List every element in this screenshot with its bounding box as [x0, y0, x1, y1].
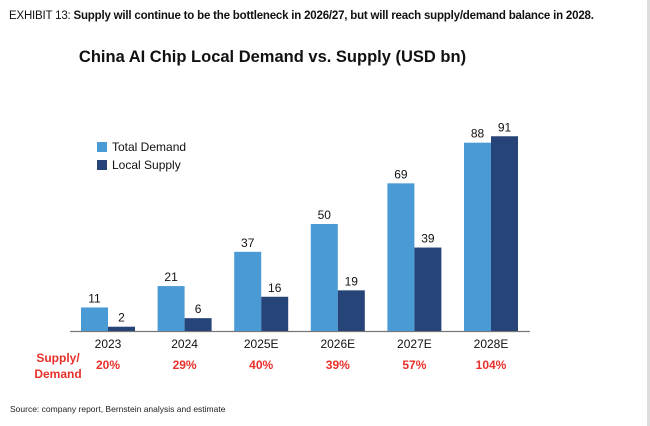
legend-label: Local Supply: [112, 158, 181, 172]
supply-bar-2026E: [337, 290, 365, 331]
data-label: 11: [88, 291, 101, 305]
legend-swatch: [97, 160, 107, 170]
exhibit-number: EXHIBIT 13:: [9, 10, 71, 22]
supply-demand-ratio: 40%: [249, 358, 273, 372]
chart-title: China AI Chip Local Demand vs. Supply (U…: [78, 48, 467, 66]
supply-demand-ratio: 20%: [96, 358, 120, 372]
x-tick-label: 2025E: [244, 337, 279, 351]
ratio-row-label-line2: Demand: [34, 367, 81, 381]
legend-swatch: [97, 142, 107, 152]
data-label: 91: [498, 120, 512, 134]
data-label: 88: [471, 127, 485, 141]
data-label: 50: [318, 208, 332, 222]
ratio-row-label-line1: Supply/: [36, 351, 80, 365]
data-label: 37: [241, 236, 255, 250]
x-tick-label: 2024: [171, 337, 198, 351]
demand-bar-2025E: [234, 251, 262, 331]
exhibit-headline: Supply will continue to be the bottlenec…: [73, 10, 594, 22]
demand-bar-2028E: [464, 142, 491, 331]
supply-bar-2024: [184, 318, 212, 331]
supply-demand-ratio: 104%: [476, 358, 507, 372]
supply-demand-ratio: 29%: [173, 358, 197, 372]
data-label: 16: [268, 281, 282, 295]
supply-bar-2025E: [261, 296, 289, 331]
exhibit-heading: EXHIBIT 13: Supply will continue to be t…: [9, 10, 594, 22]
supply-bar-2023: [108, 326, 135, 331]
x-tick-label: 2028E: [474, 337, 509, 351]
data-label: 6: [195, 302, 202, 316]
demand-bar-2024: [157, 286, 185, 331]
demand-bar-2026E: [310, 224, 338, 331]
x-tick-label: 2027E: [397, 337, 432, 351]
demand-bar-2023: [81, 307, 108, 331]
data-label: 69: [394, 167, 408, 181]
source-note: Source: company report, Bernstein analys…: [10, 404, 226, 414]
demand-bar-2027E: [387, 183, 415, 331]
data-label: 2: [118, 311, 125, 325]
data-label: 21: [164, 270, 178, 284]
supply-demand-ratio: 57%: [402, 358, 426, 372]
data-label: 39: [421, 232, 435, 246]
x-tick-label: 2023: [95, 337, 122, 351]
x-tick-label: 2026E: [320, 337, 355, 351]
supply-bar-2028E: [491, 136, 518, 331]
supply-bar-2027E: [414, 247, 442, 331]
supply-demand-ratio: 39%: [326, 358, 350, 372]
legend-label: Total Demand: [112, 140, 186, 154]
data-label: 19: [345, 274, 359, 288]
